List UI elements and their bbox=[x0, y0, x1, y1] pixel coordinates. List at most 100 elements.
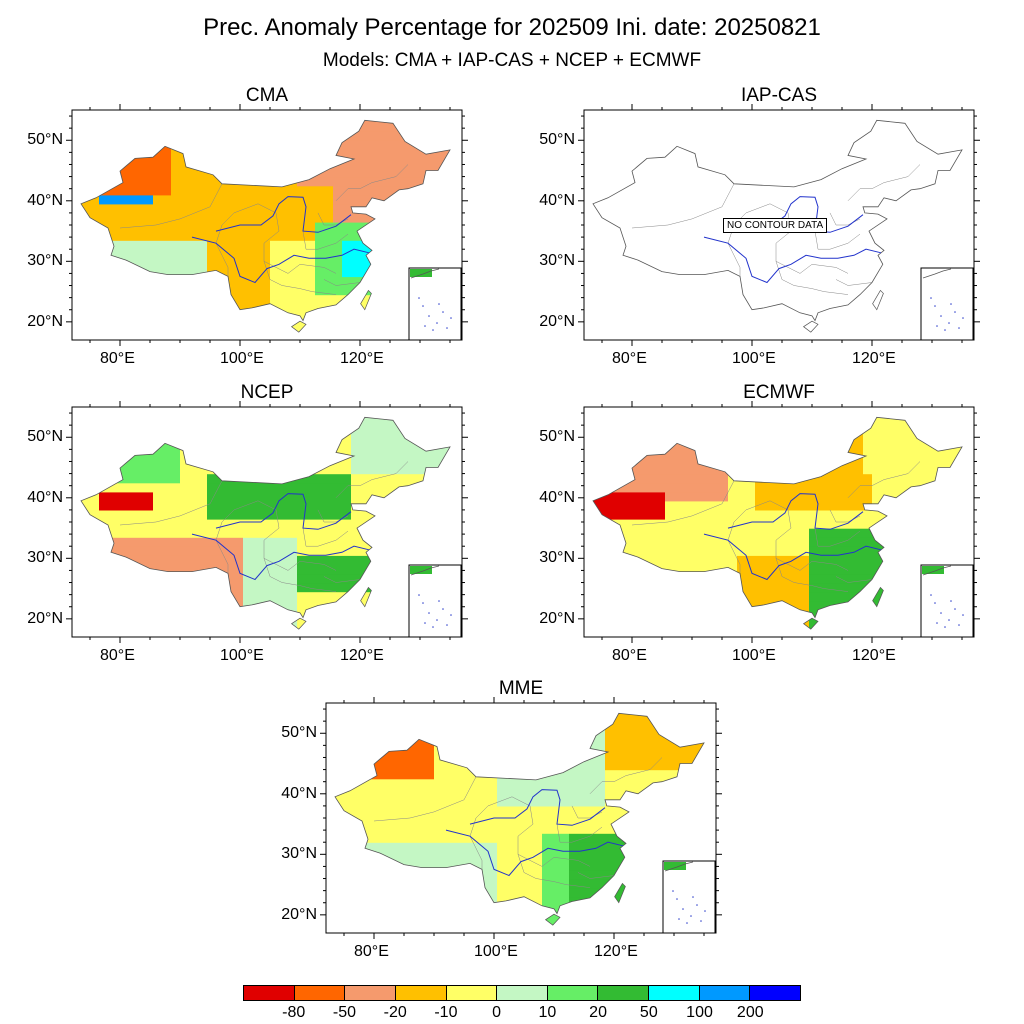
anomaly-cell bbox=[650, 733, 660, 743]
anomaly-cell bbox=[677, 787, 687, 798]
anomaly-cell bbox=[746, 627, 756, 630]
province-border bbox=[215, 500, 259, 541]
anomaly-cell bbox=[650, 724, 660, 734]
anomaly-cell bbox=[99, 618, 109, 629]
anomaly-cell bbox=[623, 842, 633, 852]
anomaly-cell bbox=[396, 167, 406, 178]
anomaly-cell bbox=[81, 509, 91, 520]
anomaly-cell bbox=[944, 519, 954, 529]
anomaly-cell bbox=[695, 715, 704, 725]
anomaly-cell bbox=[677, 751, 687, 762]
anomaly-cell bbox=[117, 464, 127, 475]
anomaly-cell bbox=[81, 285, 82, 296]
anomaly-cell bbox=[863, 428, 873, 438]
anomaly-cell bbox=[656, 437, 666, 447]
anomaly-cell bbox=[369, 131, 379, 141]
anomaly-cell bbox=[99, 573, 109, 584]
anomaly-cell bbox=[335, 751, 345, 762]
anomaly-cell bbox=[144, 591, 154, 602]
anomaly-cell bbox=[569, 914, 579, 925]
anomaly-cell bbox=[153, 491, 163, 502]
anomaly-cell bbox=[335, 733, 336, 743]
anomaly-cell bbox=[863, 591, 873, 602]
anomaly-cell bbox=[596, 896, 606, 907]
anomaly-cell bbox=[234, 500, 244, 511]
anomaly-cell bbox=[153, 167, 163, 178]
anomaly-cell bbox=[908, 464, 918, 475]
anomaly-cell bbox=[737, 564, 747, 575]
anomaly-cell bbox=[405, 455, 415, 466]
anomaly-cell bbox=[683, 573, 693, 584]
anomaly-cell bbox=[791, 555, 801, 565]
anomaly-cell bbox=[207, 419, 217, 429]
anomaly-cell bbox=[917, 528, 927, 538]
anomaly-cell bbox=[207, 573, 217, 584]
anomaly-cell bbox=[369, 321, 379, 332]
anomaly-cell bbox=[90, 131, 100, 141]
anomaly-cell bbox=[162, 482, 172, 493]
anomaly-cell bbox=[270, 482, 280, 493]
anomaly-cell bbox=[818, 546, 828, 556]
anomaly-cell bbox=[398, 914, 408, 925]
anomaly-cell bbox=[638, 482, 648, 493]
anomaly-cell bbox=[605, 851, 615, 861]
anomaly-cell bbox=[461, 787, 471, 798]
anomaly-cell bbox=[611, 473, 621, 484]
anomaly-cell bbox=[144, 330, 154, 333]
anomaly-cell bbox=[171, 122, 181, 132]
anomaly-cell bbox=[234, 212, 244, 223]
anomaly-cell bbox=[665, 555, 675, 565]
anomaly-cell bbox=[378, 473, 388, 484]
anomaly-cell bbox=[369, 176, 379, 187]
anomaly-cell bbox=[234, 330, 244, 333]
anomaly-cell bbox=[683, 600, 693, 611]
anomaly-cell bbox=[162, 546, 172, 556]
anomaly-cell bbox=[306, 212, 316, 223]
anomaly-cell bbox=[371, 805, 381, 816]
anomaly-cell bbox=[710, 428, 720, 438]
anomaly-cell bbox=[926, 428, 936, 438]
anomaly-cell bbox=[719, 555, 729, 565]
anomaly-cell bbox=[881, 455, 891, 466]
inset-island bbox=[428, 612, 430, 614]
anomaly-cell bbox=[171, 267, 181, 278]
anomaly-cell bbox=[602, 437, 612, 447]
anomaly-cell bbox=[387, 330, 397, 333]
anomaly-cell bbox=[845, 537, 855, 547]
anomaly-cell bbox=[353, 724, 363, 734]
anomaly-cell bbox=[135, 555, 145, 565]
anomaly-cell bbox=[674, 528, 684, 538]
anomaly-cell bbox=[845, 564, 855, 575]
anomaly-cell bbox=[306, 618, 316, 629]
anomaly-cell bbox=[351, 618, 361, 629]
anomaly-cell bbox=[701, 437, 711, 447]
anomaly-cell bbox=[324, 600, 334, 611]
anomaly-cell bbox=[335, 842, 336, 852]
anomaly-cell bbox=[306, 294, 316, 305]
anomaly-cell bbox=[737, 528, 747, 538]
anomaly-cell bbox=[315, 321, 325, 332]
anomaly-cell bbox=[396, 276, 406, 287]
anomaly-cell bbox=[333, 203, 343, 214]
anomaly-cell bbox=[360, 158, 370, 169]
anomaly-cell bbox=[405, 249, 415, 259]
anomaly-cell bbox=[686, 769, 696, 780]
anomaly-cell bbox=[225, 140, 235, 150]
anomaly-cell bbox=[180, 491, 190, 502]
anomaly-cell bbox=[614, 923, 624, 926]
anomaly-cell bbox=[270, 528, 280, 538]
anomaly-cell bbox=[99, 600, 109, 611]
anomaly-cell bbox=[279, 573, 289, 584]
anomaly-cell bbox=[279, 231, 289, 241]
anomaly-cell bbox=[443, 778, 453, 789]
anomaly-cell bbox=[578, 733, 588, 743]
anomaly-cell bbox=[506, 713, 516, 716]
anomaly-cell bbox=[728, 609, 738, 620]
anomaly-cell bbox=[800, 537, 810, 547]
anomaly-cell bbox=[692, 519, 702, 529]
anomaly-cell bbox=[533, 896, 543, 907]
anomaly-cell bbox=[443, 815, 453, 825]
anomaly-cell bbox=[414, 258, 424, 268]
anomaly-cell bbox=[620, 464, 630, 475]
anomaly-cell bbox=[207, 330, 217, 333]
